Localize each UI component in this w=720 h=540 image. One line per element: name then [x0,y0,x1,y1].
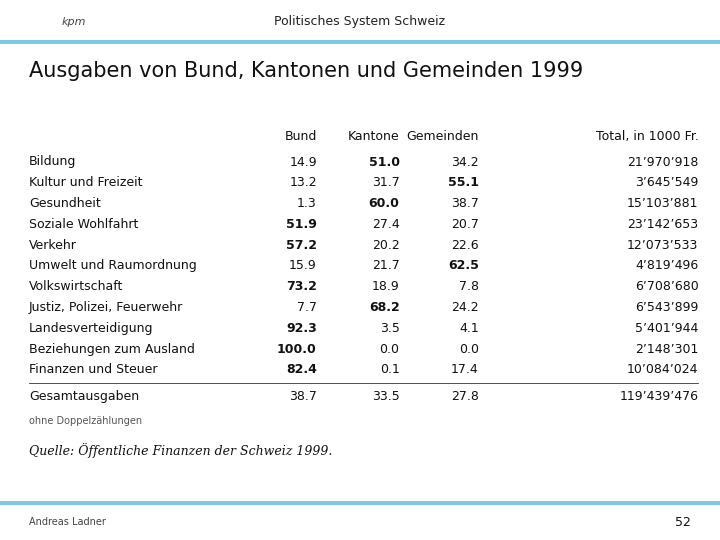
Text: Landesverteidigung: Landesverteidigung [29,322,153,335]
Text: Kantone: Kantone [348,130,400,143]
Text: 22.6: 22.6 [451,239,479,252]
Text: Gemeinden: Gemeinden [406,130,479,143]
Text: 6’543’899: 6’543’899 [635,301,698,314]
Text: Ausgaben von Bund, Kantonen und Gemeinden 1999: Ausgaben von Bund, Kantonen und Gemeinde… [29,61,583,82]
Text: 82.4: 82.4 [286,363,317,376]
Text: Soziale Wohlfahrt: Soziale Wohlfahrt [29,218,138,231]
Text: 4’819’496: 4’819’496 [635,259,698,273]
Text: Volkswirtschaft: Volkswirtschaft [29,280,123,293]
Text: 68.2: 68.2 [369,301,400,314]
Text: 4.1: 4.1 [459,322,479,335]
Text: Kultur und Freizeit: Kultur und Freizeit [29,176,143,190]
Text: 34.2: 34.2 [451,156,479,168]
Text: 52: 52 [675,516,691,529]
Text: 51.0: 51.0 [369,156,400,168]
Text: 119’439’476: 119’439’476 [619,390,698,403]
Text: 24.2: 24.2 [451,301,479,314]
Text: 92.3: 92.3 [286,322,317,335]
Text: 2’148’301: 2’148’301 [635,342,698,356]
Text: Total, in 1000 Fr.: Total, in 1000 Fr. [595,130,698,143]
Text: 0.0: 0.0 [459,342,479,356]
Text: 12’073’533: 12’073’533 [627,239,698,252]
Text: Gesamtausgaben: Gesamtausgaben [29,390,139,403]
Text: 33.5: 33.5 [372,390,400,403]
Text: 62.5: 62.5 [448,259,479,273]
Text: 31.7: 31.7 [372,176,400,190]
Text: 18.9: 18.9 [372,280,400,293]
Text: 21.7: 21.7 [372,259,400,273]
Text: 1.3: 1.3 [297,197,317,210]
Text: 20.2: 20.2 [372,239,400,252]
Text: ohne Doppelzählungen: ohne Doppelzählungen [29,416,142,426]
Text: 20.7: 20.7 [451,218,479,231]
Text: Gesundheit: Gesundheit [29,197,101,210]
Text: 60.0: 60.0 [369,197,400,210]
Text: 23’142’653: 23’142’653 [627,218,698,231]
Text: 100.0: 100.0 [277,342,317,356]
Text: 73.2: 73.2 [286,280,317,293]
Text: 0.1: 0.1 [379,363,400,376]
Text: Umwelt und Raumordnung: Umwelt und Raumordnung [29,259,197,273]
Text: Politisches System Schweiz: Politisches System Schweiz [274,15,446,28]
Text: 17.4: 17.4 [451,363,479,376]
Text: Finanzen und Steuer: Finanzen und Steuer [29,363,157,376]
Text: 7.7: 7.7 [297,301,317,314]
Text: 7.8: 7.8 [459,280,479,293]
Text: 15.9: 15.9 [289,259,317,273]
Text: 13.2: 13.2 [289,176,317,190]
Text: 14.9: 14.9 [289,156,317,168]
Text: 5’401’944: 5’401’944 [635,322,698,335]
Text: 21’970’918: 21’970’918 [627,156,698,168]
Text: Beziehungen zum Ausland: Beziehungen zum Ausland [29,342,194,356]
Text: Bund: Bund [284,130,317,143]
Text: 10’084’024: 10’084’024 [627,363,698,376]
Text: 38.7: 38.7 [451,197,479,210]
Text: 57.2: 57.2 [286,239,317,252]
Text: 3’645’549: 3’645’549 [635,176,698,190]
Text: Quelle: Öffentliche Finanzen der Schweiz 1999.: Quelle: Öffentliche Finanzen der Schweiz… [29,443,332,458]
Text: 27.8: 27.8 [451,390,479,403]
Text: 0.0: 0.0 [379,342,400,356]
Text: Justiz, Polizei, Feuerwehr: Justiz, Polizei, Feuerwehr [29,301,183,314]
Text: 38.7: 38.7 [289,390,317,403]
Text: 6’708’680: 6’708’680 [634,280,698,293]
Text: 51.9: 51.9 [286,218,317,231]
Text: Verkehr: Verkehr [29,239,76,252]
Text: 15’103’881: 15’103’881 [627,197,698,210]
Text: Andreas Ladner: Andreas Ladner [29,517,106,527]
Text: Bildung: Bildung [29,156,76,168]
Text: kpm: kpm [61,17,86,26]
Text: 27.4: 27.4 [372,218,400,231]
Text: 3.5: 3.5 [379,322,400,335]
Text: 55.1: 55.1 [448,176,479,190]
